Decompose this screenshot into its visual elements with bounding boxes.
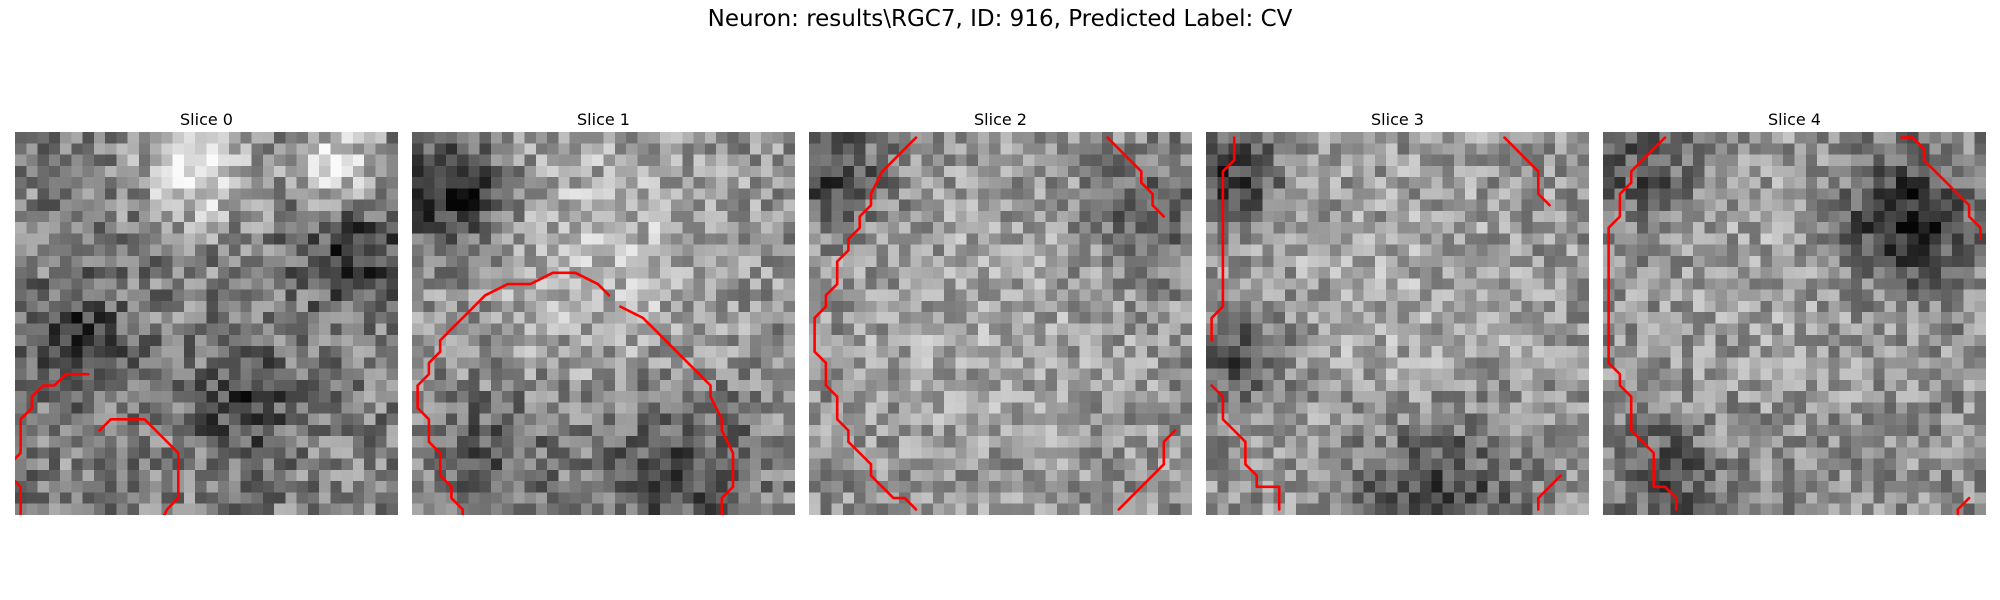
contour-line <box>1210 136 1236 342</box>
pixel-grid <box>809 132 1192 515</box>
contour-line <box>416 271 735 515</box>
slice-title-2: Slice 2 <box>974 110 1027 129</box>
slice-image-0 <box>15 132 398 515</box>
figure-title: Neuron: results\RGC7, ID: 916, Predicted… <box>707 6 1293 32</box>
slice-title-3: Slice 3 <box>1371 110 1424 129</box>
pixel-grid <box>412 132 795 515</box>
contour-line <box>1210 384 1281 511</box>
contour-line <box>15 372 180 515</box>
contour-line <box>813 136 918 511</box>
contour-line <box>1536 474 1563 511</box>
slice-title-0: Slice 0 <box>180 110 233 129</box>
pixel-grid <box>1603 132 1986 515</box>
slice-panel-2: Slice 2 <box>809 108 1192 515</box>
slice-panel-3: Slice 3 <box>1206 108 1589 515</box>
slice-panel-4: Slice 4 <box>1603 108 1986 515</box>
slice-image-3 <box>1206 132 1589 515</box>
slice-panel-1: Slice 1 <box>412 108 795 515</box>
contour-line <box>1607 136 1678 511</box>
slice-title-4: Slice 4 <box>1768 110 1821 129</box>
contour-line <box>1117 429 1177 511</box>
slice-image-2 <box>809 132 1192 515</box>
slice-image-1 <box>412 132 795 515</box>
slice-image-4 <box>1603 132 1986 515</box>
pixel-grid <box>1206 132 1589 515</box>
contour-line <box>1900 136 1982 241</box>
slice-panel-0: Slice 0 <box>15 108 398 515</box>
pixel-grid <box>15 132 398 515</box>
slice-title-1: Slice 1 <box>577 110 630 129</box>
contour-line <box>1106 136 1166 218</box>
contour-line <box>1503 136 1551 207</box>
contour-line <box>1956 496 1971 515</box>
